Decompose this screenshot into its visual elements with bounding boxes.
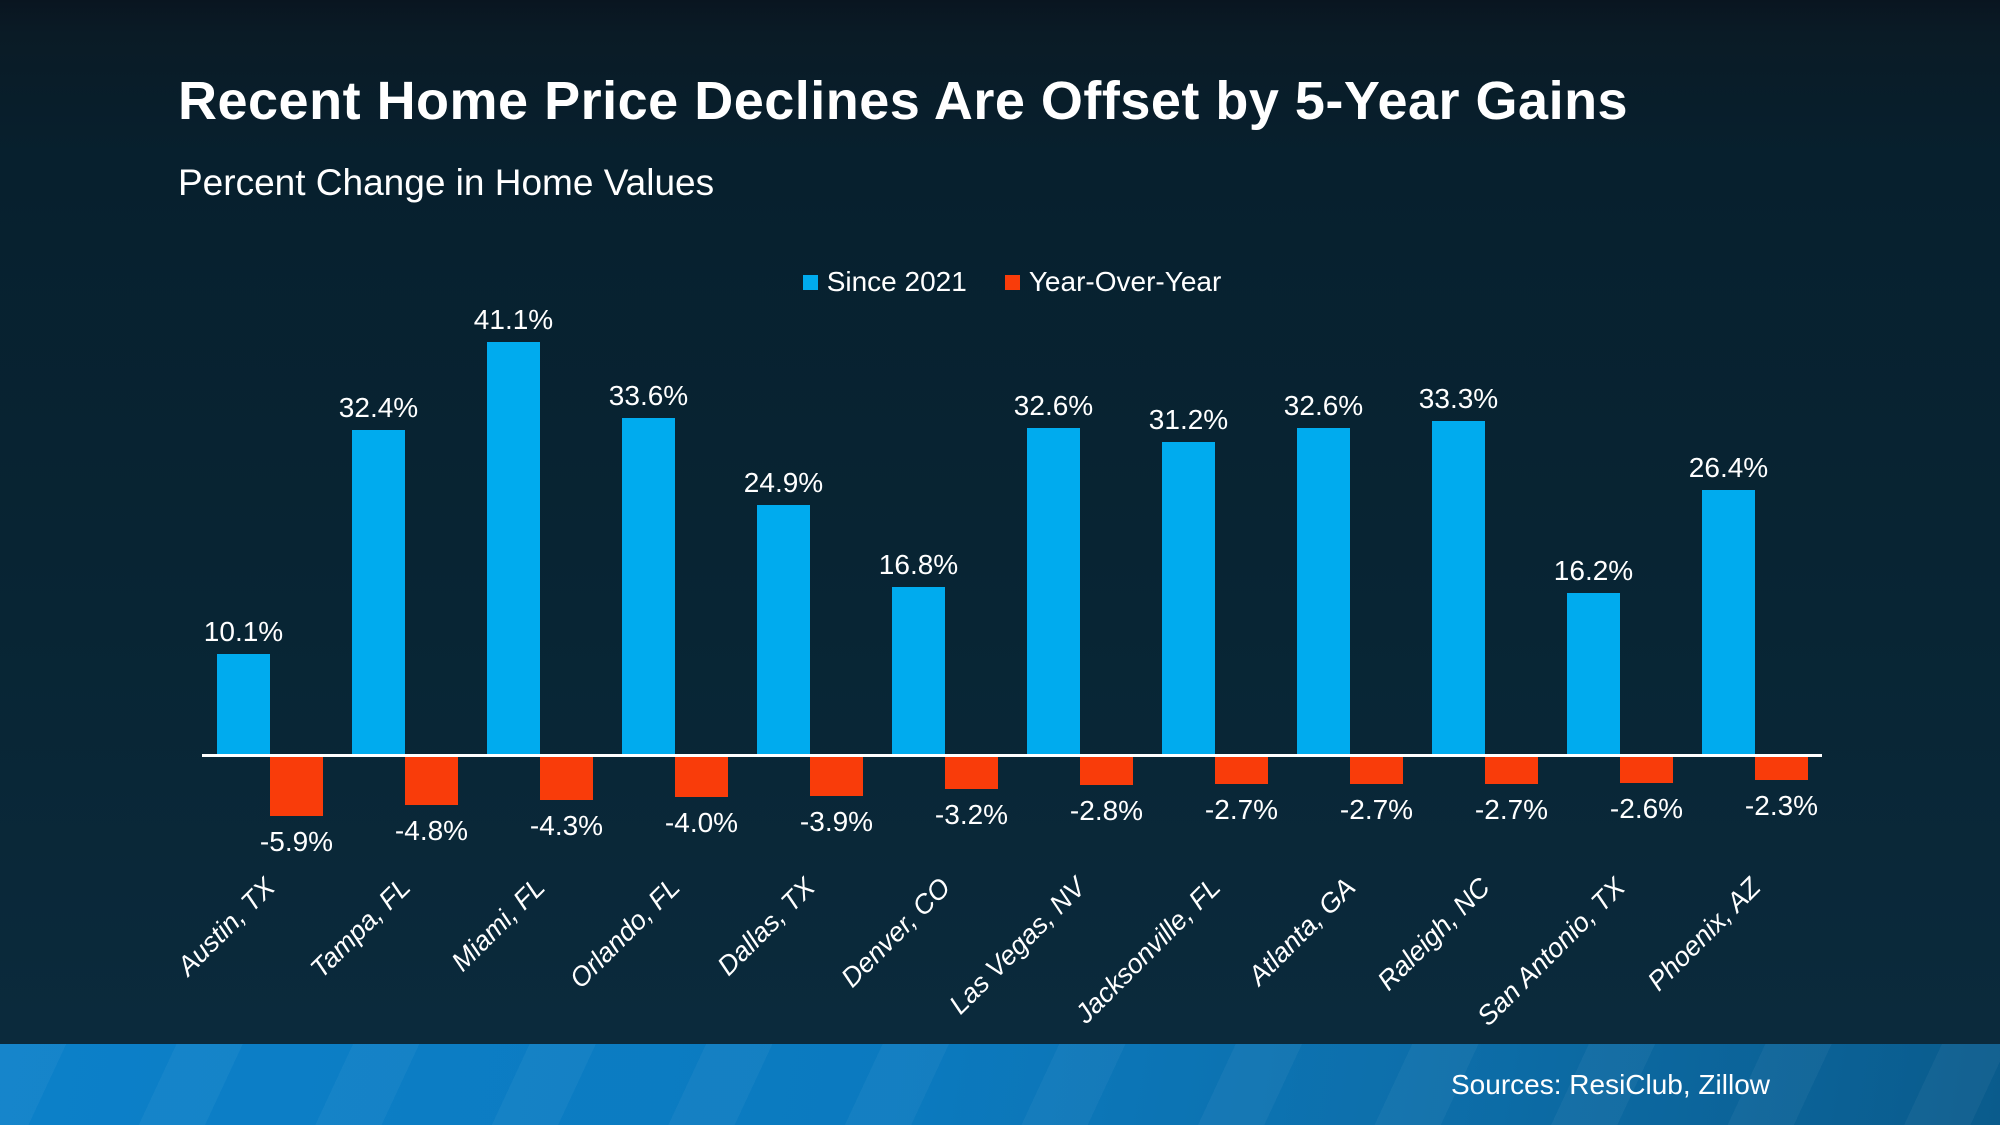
x-axis-category-text: Austin, TX: [171, 872, 282, 982]
bar-since-2021: [1162, 442, 1215, 756]
legend-label: Year-Over-Year: [1028, 266, 1222, 297]
bar-value-label-year-over-year: -4.0%: [664, 807, 739, 838]
bar-value-label-year-over-year: -3.9%: [799, 806, 874, 837]
legend-swatch-icon: [1004, 274, 1020, 290]
bar-since-2021: [757, 505, 810, 756]
bar-year-over-year: [1350, 757, 1403, 784]
bar-year-over-year: [1215, 757, 1268, 784]
bar-value-label-year-over-year: -2.8%: [1069, 795, 1144, 826]
x-axis-category-text: San Antonio, TX: [1471, 872, 1632, 1032]
bar-value-label-since-2021: 16.2%: [1553, 555, 1634, 586]
bar-since-2021: [1432, 421, 1485, 756]
bar-year-over-year: [945, 757, 998, 789]
bar-value-label-since-2021: 32.6%: [1013, 390, 1094, 421]
bar-since-2021: [892, 587, 945, 756]
bar-year-over-year: [1620, 757, 1673, 783]
bar-year-over-year: [540, 757, 593, 800]
bar-value-label-since-2021: 24.9%: [743, 467, 824, 498]
bar-year-over-year: [810, 757, 863, 796]
bar-since-2021: [1567, 593, 1620, 756]
bar-year-over-year: [1080, 757, 1133, 785]
bar-value-label-since-2021: 10.1%: [203, 616, 284, 647]
bar-since-2021: [622, 418, 675, 756]
footer-bar: Sources: ResiClub, Zillow: [0, 1044, 2000, 1125]
bar-value-label-since-2021: 33.3%: [1418, 383, 1499, 414]
x-axis-category-text: Raleigh, NC: [1372, 872, 1497, 997]
bar-since-2021: [352, 430, 405, 756]
bar-value-label-year-over-year: -2.3%: [1744, 790, 1819, 821]
bar-value-label-since-2021: 33.6%: [608, 380, 689, 411]
legend-item-year-over-year: Year-Over-Year: [1004, 266, 1222, 298]
x-axis-category-text: Atlanta, GA: [1242, 872, 1362, 991]
bar-value-label-year-over-year: -2.7%: [1204, 794, 1279, 825]
bar-value-label-since-2021: 32.4%: [338, 392, 419, 423]
legend-item-since-2021: Since 2021: [802, 266, 967, 298]
bar-value-label-year-over-year: -5.9%: [259, 826, 334, 857]
bar-value-label-year-over-year: -2.7%: [1474, 794, 1549, 825]
bar-year-over-year: [1755, 757, 1808, 780]
bar-value-label-year-over-year: -2.7%: [1339, 794, 1414, 825]
x-axis-category-text: Tampa, FL: [304, 872, 417, 984]
bar-year-over-year: [1485, 757, 1538, 784]
bar-value-label-since-2021: 41.1%: [473, 304, 554, 335]
chart-subtitle: Percent Change in Home Values: [178, 162, 715, 203]
bar-value-label-since-2021: 26.4%: [1688, 452, 1769, 483]
x-axis-category-text: Orlando, FL: [564, 872, 687, 995]
x-axis-category-text: Dallas, TX: [711, 872, 822, 982]
bar-value-label-year-over-year: -2.6%: [1609, 793, 1684, 824]
bar-value-label-year-over-year: -4.3%: [529, 810, 604, 841]
x-axis-category-text: Jacksonville, FL: [1069, 872, 1227, 1030]
x-axis-category-text: Denver, CO: [835, 872, 957, 993]
x-axis-category-text: Las Vegas, NV: [943, 872, 1092, 1020]
bar-since-2021: [1027, 428, 1080, 756]
bar-value-label-year-over-year: -3.2%: [934, 799, 1009, 830]
legend-swatch-icon: [802, 274, 818, 290]
bar-value-label-since-2021: 32.6%: [1283, 390, 1364, 421]
bar-year-over-year: [270, 757, 323, 816]
x-axis-line: [202, 754, 1822, 757]
x-axis-category-text: Phoenix, AZ: [1641, 872, 1767, 997]
bar-year-over-year: [675, 757, 728, 797]
bar-since-2021: [1702, 490, 1755, 756]
bar-since-2021: [217, 654, 270, 756]
chart-title: Recent Home Price Declines Are Offset by…: [178, 71, 1629, 131]
bar-value-label-year-over-year: -4.8%: [394, 815, 469, 846]
bar-since-2021: [1297, 428, 1350, 756]
bar-year-over-year: [405, 757, 458, 805]
legend-label: Since 2021: [826, 266, 967, 297]
x-axis-category-text: Miami, FL: [446, 872, 552, 978]
sources-text: Sources: ResiClub, Zillow: [1451, 1068, 1770, 1100]
bar-value-label-since-2021: 31.2%: [1148, 404, 1229, 435]
bar-since-2021: [487, 342, 540, 756]
bar-value-label-since-2021: 16.8%: [878, 549, 959, 580]
legend: Since 2021 Year-Over-Year: [202, 264, 1822, 300]
